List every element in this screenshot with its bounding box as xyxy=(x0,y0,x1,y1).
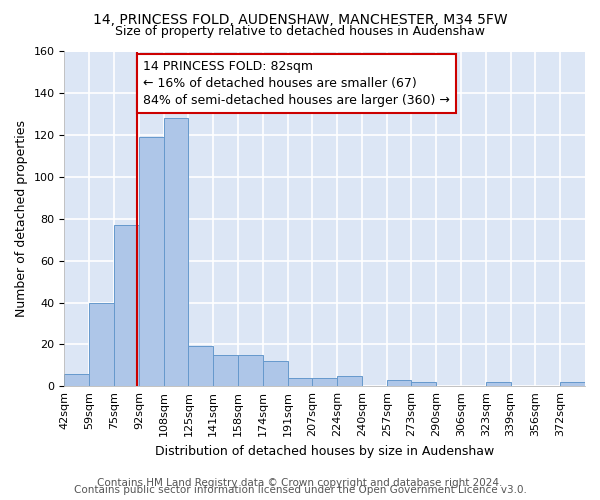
Bar xyxy=(139,138,164,386)
Text: 14, PRINCESS FOLD, AUDENSHAW, MANCHESTER, M34 5FW: 14, PRINCESS FOLD, AUDENSHAW, MANCHESTER… xyxy=(92,12,508,26)
Bar xyxy=(412,382,436,386)
Bar xyxy=(386,380,412,386)
Bar xyxy=(188,346,213,386)
Bar xyxy=(64,374,89,386)
Bar xyxy=(89,302,114,386)
Text: Size of property relative to detached houses in Audenshaw: Size of property relative to detached ho… xyxy=(115,25,485,38)
Bar xyxy=(114,225,139,386)
Text: 14 PRINCESS FOLD: 82sqm
← 16% of detached houses are smaller (67)
84% of semi-de: 14 PRINCESS FOLD: 82sqm ← 16% of detache… xyxy=(143,60,450,107)
Bar xyxy=(287,378,313,386)
Bar xyxy=(213,355,238,386)
Text: Contains public sector information licensed under the Open Government Licence v3: Contains public sector information licen… xyxy=(74,485,526,495)
Bar xyxy=(164,118,188,386)
Bar xyxy=(313,378,337,386)
Bar xyxy=(238,355,263,386)
Bar xyxy=(560,382,585,386)
Bar xyxy=(337,376,362,386)
Bar xyxy=(486,382,511,386)
X-axis label: Distribution of detached houses by size in Audenshaw: Distribution of detached houses by size … xyxy=(155,444,494,458)
Text: Contains HM Land Registry data © Crown copyright and database right 2024.: Contains HM Land Registry data © Crown c… xyxy=(97,478,503,488)
Y-axis label: Number of detached properties: Number of detached properties xyxy=(15,120,28,318)
Bar xyxy=(263,361,287,386)
